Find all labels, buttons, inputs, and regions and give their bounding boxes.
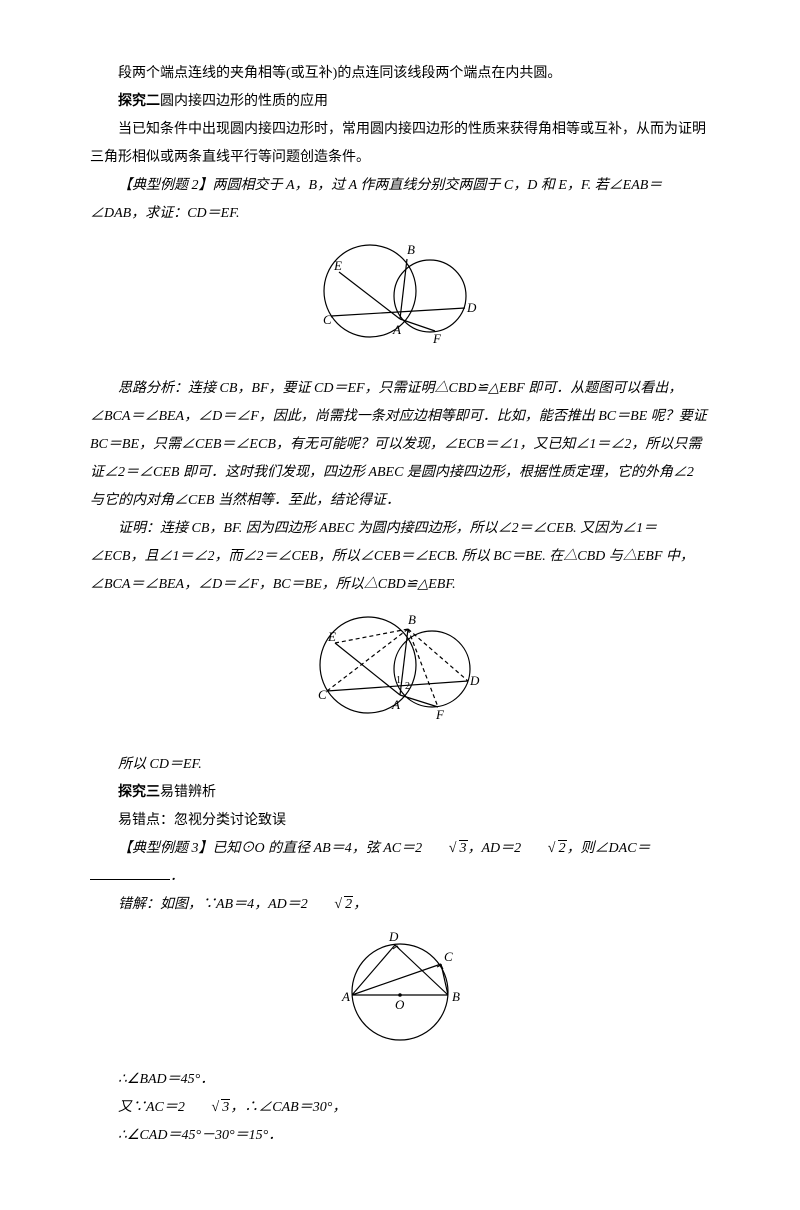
heading-explore-3: 探究三易错辨析 [90, 779, 710, 807]
stmt-part-4: ． [170, 869, 184, 884]
stmt-part-2: ，AD＝2 [468, 841, 522, 856]
angle-1: 1 [396, 675, 401, 686]
analysis-paragraph: 思路分析：连接 CB，BF，要证 CD＝EF，只需证明△CBD≌△EBF 即可．… [90, 375, 710, 515]
heading-explore-2: 探究二圆内接四边形的性质的应用 [90, 88, 710, 116]
angle-2: 2 [405, 681, 410, 692]
heading-label: 探究二 [118, 94, 160, 109]
label-a: A [392, 322, 401, 337]
stmt-part-3: ，则∠DAC＝ [567, 841, 651, 856]
label-f: F [435, 707, 445, 722]
ws3-part-2: ，∴∠CAB＝30°， [230, 1100, 346, 1115]
figure-1: E B C A D F [90, 236, 710, 367]
line-ea [339, 272, 400, 319]
figure-3: A B C D O [90, 927, 710, 1058]
example-text: 【典型例题 2】两圆相交于 A，B，过 A 作两直线分别交两圆于 C，D 和 E… [90, 178, 662, 221]
stmt-part-1: 【典型例题 3】已知⊙O 的直径 AB＝4，弦 AC＝2 [118, 841, 422, 856]
paragraph: 当已知条件中出现圆内接四边形时，常用圆内接四边形的性质来获得角相等或互补，从而为… [90, 116, 710, 172]
figure-2: E B C A D F 1 2 [90, 607, 710, 743]
wrong-solution-line-1: 错解：如图，∵AB＝4，AD＝2 2， [90, 891, 710, 919]
circle-o [352, 944, 448, 1040]
conclusion-text: 所以 CD＝EF. [118, 757, 202, 772]
line-eb-dashed [335, 629, 408, 643]
example-3-statement: 【典型例题 3】已知⊙O 的直径 AB＝4，弦 AC＝2 3，AD＝2 2，则∠DA… [90, 835, 710, 891]
label-o: O [395, 997, 405, 1012]
radicand: 3 [221, 1099, 230, 1115]
radicand: 3 [459, 840, 468, 856]
line-ea [335, 643, 400, 695]
label-c: C [318, 687, 327, 702]
label-c: C [323, 312, 332, 327]
ws-part-1: 错解：如图，∵AB＝4，AD＝2 [118, 897, 308, 912]
sqrt-icon: 2 [521, 835, 566, 863]
proof-conclusion: 所以 CD＝EF. [90, 751, 710, 779]
wrong-solution-line-3: 又∵AC＝2 3，∴∠CAB＝30°， [90, 1094, 710, 1122]
ws-part-2: ， [353, 897, 367, 912]
wrong-solution-line-2: ∴∠BAD＝45°． [90, 1066, 710, 1094]
sqrt-icon: 2 [308, 891, 353, 919]
sqrt-icon: 3 [185, 1094, 230, 1122]
heading-text: 易错辨析 [160, 785, 216, 800]
heading-label: 探究三 [118, 785, 160, 800]
line-db [395, 945, 448, 995]
label-a: A [341, 989, 350, 1004]
line-ba [400, 259, 407, 319]
proof-text: 证明：连接 CB，BF. 因为四边形 ABEC 为圆内接四边形，所以∠2＝∠CE… [90, 521, 694, 592]
analysis-text: 思路分析：连接 CB，BF，要证 CD＝EF，只需证明△CBD≌△EBF 即可．… [90, 381, 707, 508]
answer-blank [90, 879, 170, 880]
wrong-solution-line-4: ∴∠CAD＝45°－30°＝15°． [90, 1122, 710, 1150]
label-a: A [391, 697, 400, 712]
label-e: E [327, 629, 336, 644]
line-bf-dashed [408, 629, 438, 707]
ws3-part-1: 又∵AC＝2 [118, 1100, 185, 1115]
proof-paragraph: 证明：连接 CB，BF. 因为四边形 ABEC 为圆内接四边形，所以∠2＝∠CE… [90, 515, 710, 599]
label-b: B [408, 612, 416, 627]
label-e: E [333, 258, 342, 273]
label-d: D [466, 300, 477, 315]
paragraph: 段两个端点连线的夹角相等(或互补)的点连同该线段两个端点在内共圆。 [90, 60, 710, 88]
label-d: D [469, 673, 480, 688]
example-2-statement: 【典型例题 2】两圆相交于 A，B，过 A 作两直线分别交两圆于 C，D 和 E… [90, 172, 710, 228]
line-bd-dashed [408, 629, 468, 681]
radicand: 2 [558, 840, 567, 856]
label-c: C [444, 949, 453, 964]
label-d: D [388, 929, 399, 944]
circle-right [394, 631, 470, 707]
label-b: B [452, 989, 460, 1004]
error-point: 易错点：忽视分类讨论致误 [90, 807, 710, 835]
sqrt-icon: 3 [422, 835, 467, 863]
radicand: 2 [344, 896, 353, 912]
heading-text: 圆内接四边形的性质的应用 [160, 94, 328, 109]
line-cd [331, 308, 465, 316]
label-b: B [407, 242, 415, 257]
label-f: F [432, 331, 442, 346]
